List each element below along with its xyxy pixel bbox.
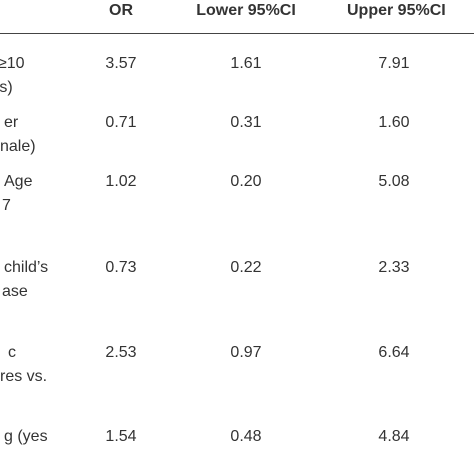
row-label-line: nale) <box>0 138 36 155</box>
row-label-line: g (yes <box>4 428 48 445</box>
header-lower-ci: Lower 95%CI <box>196 2 296 19</box>
row-label: er nale) <box>0 111 36 159</box>
header-upper-ci: Upper 95%CI <box>347 2 446 19</box>
row-upper-ci: 1.60 <box>378 114 410 131</box>
row-label: child’s ase <box>2 256 49 304</box>
row-lower-ci: 0.20 <box>230 173 262 190</box>
row-lower-ci: 0.48 <box>230 428 262 445</box>
row-upper-ci: 2.33 <box>378 259 410 276</box>
row-upper-ci: 7.91 <box>378 55 410 72</box>
row-lower-ci: 0.97 <box>230 344 262 361</box>
row-upper-ci: 5.08 <box>378 173 410 190</box>
row-label-line: ≥10 <box>0 55 25 72</box>
row-label-line: er <box>4 114 19 131</box>
row-label: ≥10 rs) <box>0 52 25 100</box>
row-label-line: res vs. <box>0 368 48 385</box>
row-upper-ci: 6.64 <box>378 344 410 361</box>
row-or: 0.73 <box>105 259 137 276</box>
row-label-line: 7 <box>2 197 11 214</box>
row-lower-ci: 0.22 <box>230 259 262 276</box>
row-or: 2.53 <box>105 344 137 361</box>
row-upper-ci: 4.84 <box>378 428 410 445</box>
row-or: 1.02 <box>105 173 137 190</box>
row-label-line: child’s <box>4 259 49 276</box>
row-or: 3.57 <box>105 55 137 72</box>
row-label: g (yes <box>4 425 48 449</box>
row-label-line: rs) <box>0 79 13 96</box>
row-or: 0.71 <box>105 114 137 131</box>
header-rule <box>0 33 474 34</box>
row-label-line: c <box>8 344 16 361</box>
row-lower-ci: 1.61 <box>230 55 262 72</box>
row-lower-ci: 0.31 <box>230 114 262 131</box>
row-label: Age 7 <box>2 170 33 218</box>
row-or: 1.54 <box>105 428 137 445</box>
row-label-line: ase <box>2 283 28 300</box>
row-label-line: Age <box>4 173 33 190</box>
row-label: c res vs. <box>0 341 47 389</box>
header-or: OR <box>109 2 133 19</box>
